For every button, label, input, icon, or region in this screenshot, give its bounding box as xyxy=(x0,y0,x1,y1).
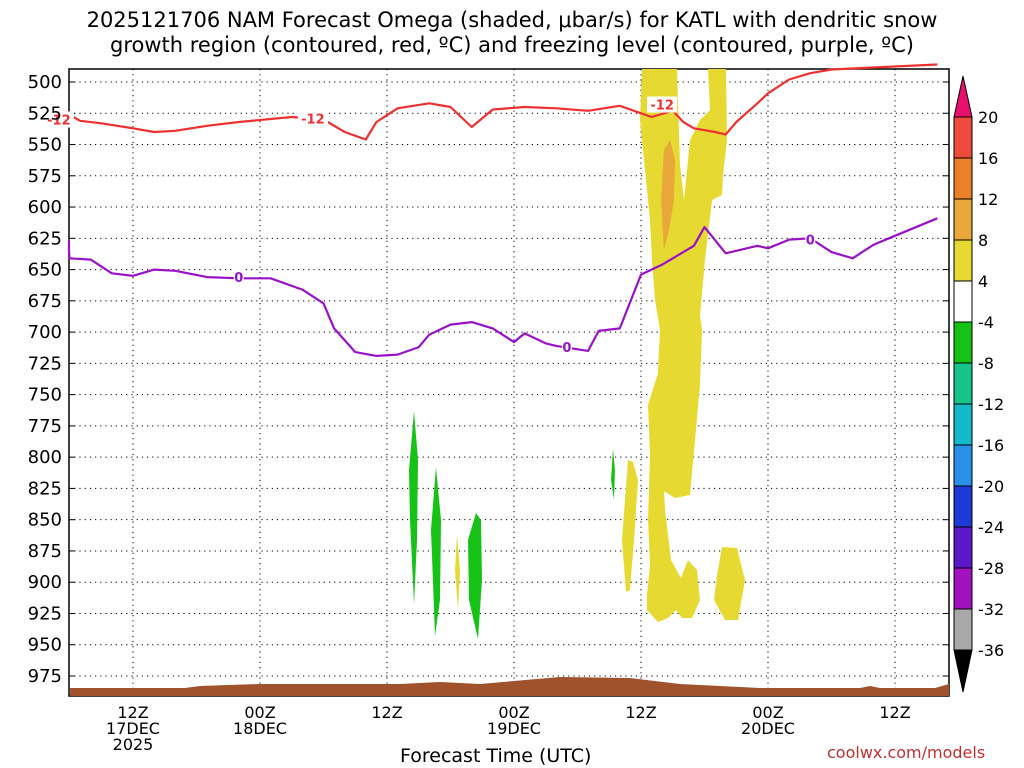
colorbar-segment xyxy=(953,198,973,241)
omega-region-yellow-small xyxy=(455,535,460,610)
colorbar-bottom-arrow xyxy=(953,649,973,693)
colorbar-segment xyxy=(953,239,973,282)
y-tick-label: 575 xyxy=(28,166,62,187)
x-tick-label: 00Z xyxy=(752,703,783,722)
y-tick-label: 950 xyxy=(28,635,62,656)
colorbar-segment xyxy=(953,485,973,528)
contour-label-bg xyxy=(43,111,74,128)
colorbar-segment xyxy=(953,567,973,610)
x-tick-label: 17DEC xyxy=(106,719,160,738)
omega-region-green-1 xyxy=(409,411,418,604)
y-tick-label: 900 xyxy=(28,572,62,593)
omega-region-yellow-lower-3 xyxy=(714,547,745,620)
y-tick-label: 600 xyxy=(28,197,62,218)
y-tick-label: 925 xyxy=(28,603,62,624)
colorbar-label: -36 xyxy=(978,641,1004,660)
x-tick-label: 19DEC xyxy=(487,719,541,738)
colorbar-segment xyxy=(953,403,973,446)
colorbar-segment xyxy=(953,321,973,364)
colorbar-segment xyxy=(953,526,973,569)
colorbar-segment xyxy=(953,157,973,200)
y-tick-label: 875 xyxy=(28,541,62,562)
colorbar-label: 16 xyxy=(978,149,998,168)
y-axis-labels: 500 525 550 575 600 625 650 675 700 725 750 775 800 8… xyxy=(28,72,62,687)
terrain-profile xyxy=(70,677,949,696)
colorbar-segment xyxy=(953,116,973,159)
contour-label-bg xyxy=(297,110,328,127)
y-tick-label: 675 xyxy=(28,291,62,312)
chart-title-line-1: 2025121706 NAM Forecast Omega (shaded, μ… xyxy=(86,8,938,32)
colorbar-label: -4 xyxy=(978,313,994,332)
contour-label: -12 xyxy=(47,114,71,129)
x-tick-label: 20DEC xyxy=(741,719,795,738)
contour-label: -12 xyxy=(301,112,325,127)
omega-region-green-3 xyxy=(468,513,482,639)
colorbar-segment xyxy=(953,444,973,487)
y-tick-label: 975 xyxy=(28,666,62,687)
y-tick-label: 550 xyxy=(28,135,62,156)
omega-shading xyxy=(409,69,745,639)
omega-region-yellow-lower-1 xyxy=(647,370,700,622)
y-tick-label: 700 xyxy=(28,322,62,343)
x-tick-label: 2025 xyxy=(113,735,154,754)
omega-region-orange xyxy=(661,140,675,250)
colorbar-segment xyxy=(953,280,973,323)
colorbar-label: -20 xyxy=(978,477,1004,496)
y-tick-label: 850 xyxy=(28,510,62,531)
y-tick-label: 725 xyxy=(28,353,62,374)
contour-label-bg xyxy=(561,339,572,356)
contour-label: -12 xyxy=(650,99,674,114)
y-tick-label: 500 xyxy=(28,72,62,93)
colorbar-label: -28 xyxy=(978,559,1004,578)
x-tick-label: 12Z xyxy=(625,703,656,722)
x-tick-label: 12Z xyxy=(117,703,148,722)
omega-region-green-4 xyxy=(611,449,615,500)
y-tick-label: 775 xyxy=(28,416,62,437)
x-tick-label: 00Z xyxy=(244,703,275,722)
omega-region-yellow-lower-2 xyxy=(622,460,638,592)
y-tick-label: 525 xyxy=(28,103,62,124)
colorbar-label: -16 xyxy=(978,436,1004,455)
contour-label: 0 xyxy=(806,234,815,249)
colorbar-segment xyxy=(953,608,973,651)
y-tick-label: 625 xyxy=(28,228,62,249)
colorbar: 20 16 12 8 4 -4 -8 -12 -16 -20 -24 -28 -32 -36 xyxy=(953,75,1004,693)
y-tick-label: 650 xyxy=(28,260,62,281)
colorbar-segment xyxy=(953,362,973,405)
colorbar-label: -12 xyxy=(978,395,1004,414)
chart-title-line-2: growth region (contoured, red, ºC) and f… xyxy=(110,33,914,57)
freezing-level-contour xyxy=(67,217,938,357)
contour-label-bg xyxy=(647,96,678,113)
colorbar-label: -24 xyxy=(978,518,1004,537)
x-tick-label: 12Z xyxy=(879,703,910,722)
credit-text: coolwx.com/models xyxy=(827,743,986,762)
colorbar-label: 8 xyxy=(978,231,988,250)
colorbar-label: -8 xyxy=(978,354,994,373)
grid xyxy=(69,69,949,696)
y-tick-label: 825 xyxy=(28,478,62,499)
x-tick-label: 12Z xyxy=(371,703,402,722)
x-axis-title: Forecast Time (UTC) xyxy=(400,745,592,767)
colorbar-label: 12 xyxy=(978,190,998,209)
contour-label: 0 xyxy=(562,341,571,356)
y-tick-label: 750 xyxy=(28,385,62,406)
colorbar-top-arrow xyxy=(953,75,973,118)
colorbar-label: -32 xyxy=(978,600,1004,619)
dgz-minus12-contour xyxy=(67,63,938,141)
contour-label: 0 xyxy=(234,271,243,286)
contour-label-bg xyxy=(233,269,244,286)
plot-area-frame xyxy=(68,68,950,697)
contours: -12 -12 -12 0 0 0 xyxy=(43,63,938,357)
contour-label-bg xyxy=(805,231,816,248)
x-tick-label: 18DEC xyxy=(233,719,287,738)
colorbar-label: 20 xyxy=(978,108,998,127)
x-tick-label: 00Z xyxy=(498,703,529,722)
colorbar-label: 4 xyxy=(978,272,988,291)
omega-region-green-2 xyxy=(431,467,441,636)
y-tick-label: 800 xyxy=(28,447,62,468)
